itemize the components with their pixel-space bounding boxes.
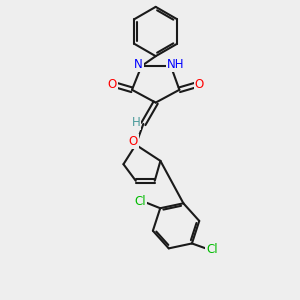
Text: Cl: Cl bbox=[206, 243, 218, 256]
Text: NH: NH bbox=[167, 58, 184, 71]
Text: H: H bbox=[131, 116, 140, 130]
Text: O: O bbox=[128, 135, 138, 148]
Text: O: O bbox=[195, 78, 204, 91]
Text: O: O bbox=[107, 78, 117, 91]
Text: Cl: Cl bbox=[134, 195, 146, 208]
Text: N: N bbox=[134, 58, 143, 71]
